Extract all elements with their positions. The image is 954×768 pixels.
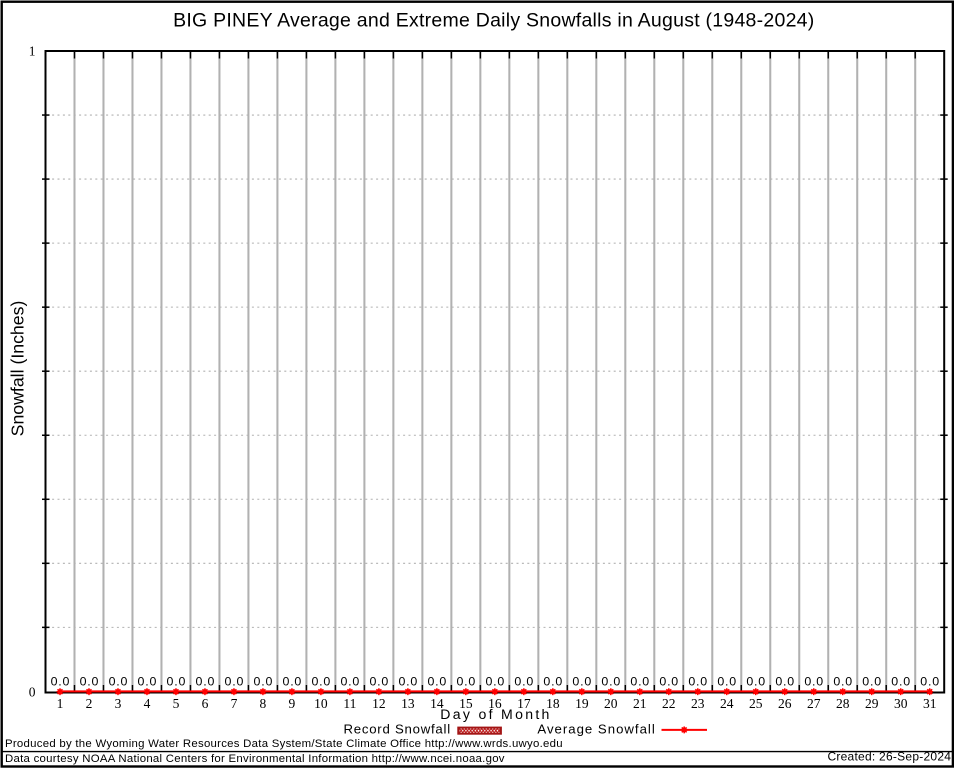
svg-text:Data courtesy NOAA National Ce: Data courtesy NOAA National Centers for …: [5, 753, 505, 765]
svg-text:21: 21: [633, 696, 647, 711]
svg-text:24: 24: [720, 696, 734, 711]
svg-text:0.0: 0.0: [196, 675, 216, 689]
svg-text:20: 20: [604, 696, 618, 711]
svg-text:Record Snowfall: Record Snowfall: [343, 721, 450, 736]
svg-text:10: 10: [314, 696, 328, 711]
svg-text:0.0: 0.0: [427, 675, 447, 689]
svg-text:23: 23: [691, 696, 705, 711]
svg-text:14: 14: [430, 696, 444, 711]
svg-text:0.0: 0.0: [167, 675, 187, 689]
svg-text:0.0: 0.0: [601, 675, 621, 689]
svg-text:0.0: 0.0: [398, 675, 418, 689]
svg-text:11: 11: [343, 696, 356, 711]
svg-text:30: 30: [894, 696, 908, 711]
svg-text:5: 5: [173, 696, 180, 711]
svg-text:0.0: 0.0: [254, 675, 274, 689]
svg-text:Day of Month: Day of Month: [440, 706, 551, 722]
svg-text:0.0: 0.0: [891, 675, 911, 689]
svg-text:0.0: 0.0: [804, 675, 824, 689]
svg-text:0.0: 0.0: [283, 675, 303, 689]
svg-text:0.0: 0.0: [833, 675, 853, 689]
svg-text:0.0: 0.0: [51, 675, 71, 689]
svg-text:9: 9: [289, 696, 296, 711]
svg-text:25: 25: [749, 696, 763, 711]
svg-text:7: 7: [231, 696, 238, 711]
svg-text:1: 1: [29, 44, 36, 59]
svg-text:0.0: 0.0: [514, 675, 534, 689]
svg-text:0.0: 0.0: [485, 675, 505, 689]
svg-text:Snowfall (Inches): Snowfall (Inches): [8, 301, 28, 437]
svg-text:Average Snowfall: Average Snowfall: [537, 721, 655, 736]
svg-text:13: 13: [401, 696, 415, 711]
svg-text:16: 16: [488, 696, 502, 711]
svg-text:0.0: 0.0: [543, 675, 563, 689]
svg-text:8: 8: [260, 696, 267, 711]
svg-text:19: 19: [575, 696, 589, 711]
svg-text:0.0: 0.0: [630, 675, 650, 689]
svg-text:0.0: 0.0: [920, 675, 940, 689]
svg-text:6: 6: [202, 696, 209, 711]
svg-text:BIG PINEY Average and Extreme: BIG PINEY Average and Extreme Daily Snow…: [173, 10, 814, 32]
svg-text:0.0: 0.0: [80, 675, 100, 689]
svg-text:0.0: 0.0: [746, 675, 766, 689]
svg-text:18: 18: [546, 696, 560, 711]
svg-text:4: 4: [144, 696, 151, 711]
svg-text:0.0: 0.0: [138, 675, 158, 689]
svg-text:0.0: 0.0: [456, 675, 476, 689]
svg-text:2: 2: [86, 696, 93, 711]
svg-text:0.0: 0.0: [311, 675, 331, 689]
svg-text:0.0: 0.0: [688, 675, 708, 689]
svg-text:0: 0: [29, 685, 36, 700]
svg-text:31: 31: [923, 696, 937, 711]
svg-text:0.0: 0.0: [659, 675, 679, 689]
svg-text:0.0: 0.0: [717, 675, 737, 689]
svg-text:26: 26: [778, 696, 792, 711]
svg-text:0.0: 0.0: [572, 675, 592, 689]
svg-text:1: 1: [57, 696, 64, 711]
svg-text:0.0: 0.0: [369, 675, 389, 689]
svg-text:Produced by the Wyoming Water: Produced by the Wyoming Water Resources …: [5, 738, 563, 750]
svg-text:22: 22: [662, 696, 676, 711]
svg-text:0.0: 0.0: [109, 675, 129, 689]
svg-text:29: 29: [865, 696, 879, 711]
svg-text:27: 27: [807, 696, 821, 711]
svg-text:0.0: 0.0: [775, 675, 795, 689]
svg-text:28: 28: [836, 696, 850, 711]
svg-text:0.0: 0.0: [862, 675, 882, 689]
svg-text:17: 17: [517, 696, 531, 711]
svg-text:0.0: 0.0: [340, 675, 360, 689]
svg-text:15: 15: [459, 696, 473, 711]
svg-text:12: 12: [372, 696, 386, 711]
svg-text:3: 3: [115, 696, 122, 711]
svg-text:0.0: 0.0: [225, 675, 245, 689]
svg-text:Created: 26-Sep-2024: Created: 26-Sep-2024: [827, 750, 951, 764]
